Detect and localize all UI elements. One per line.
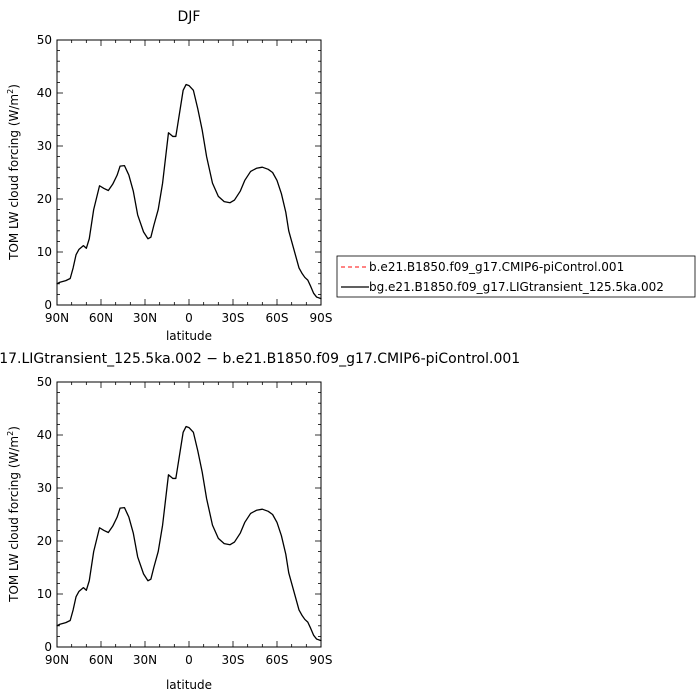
y-tick-label: 30 bbox=[37, 139, 52, 153]
y-axis-label-tail: ) bbox=[7, 426, 21, 431]
series-line bbox=[56, 425, 322, 642]
y-axis-label: TOM LW cloud forcing (W/m2) bbox=[6, 84, 21, 261]
chart-title: DJF bbox=[178, 9, 201, 25]
plot-frame bbox=[56, 381, 322, 648]
y-tick-label: 50 bbox=[37, 375, 52, 389]
y-axis-label-tail: ) bbox=[7, 84, 21, 89]
x-tick-label: 60S bbox=[266, 653, 289, 667]
x-tick-label: 30S bbox=[222, 311, 245, 325]
legend-box bbox=[336, 255, 696, 298]
plot-frame bbox=[56, 39, 322, 306]
x-tick-label: 30S bbox=[222, 653, 245, 667]
x-tick-label: 60N bbox=[89, 311, 113, 325]
plot-area: 0 10 20 30 40 50 90N 60N 30N 0 30S 60S 90S bbox=[37, 375, 333, 667]
x-tick-label: 60N bbox=[89, 653, 113, 667]
legend: b.e21.B1850.f09_g17.CMIP6-piControl.001 … bbox=[336, 255, 696, 298]
x-tick-label: 0 bbox=[185, 653, 193, 667]
y-axis-label-sup: 2 bbox=[6, 89, 15, 94]
y-tick-label: 30 bbox=[37, 481, 52, 495]
x-tick-label: 0 bbox=[185, 311, 193, 325]
y-tick-label: 40 bbox=[37, 428, 52, 442]
x-tick-label: 30N bbox=[133, 311, 157, 325]
x-tick-label: 90S bbox=[310, 653, 333, 667]
x-axis-label: latitude bbox=[166, 678, 212, 692]
series-line bbox=[56, 83, 322, 300]
y-axis-label-sup: 2 bbox=[6, 431, 15, 436]
y-axis-label-main: TOM LW cloud forcing (W/m bbox=[7, 94, 21, 261]
x-tick-label: 30N bbox=[133, 653, 157, 667]
x-axis-label: latitude bbox=[166, 329, 212, 343]
y-tick-label: 50 bbox=[37, 33, 52, 47]
panel-bottom: bg.e21.B1850.f09_g17.LIGtransient_125.5k… bbox=[0, 351, 520, 692]
plot-area: 0 10 20 30 40 50 90N 60N 30N 0 30S 60S 90S bbox=[37, 33, 333, 325]
y-tick-label: 0 bbox=[44, 298, 52, 312]
x-tick-label: 60S bbox=[266, 311, 289, 325]
y-axis-label-main: TOM LW cloud forcing (W/m bbox=[7, 436, 21, 603]
x-tick-label: 90N bbox=[45, 311, 69, 325]
y-tick-label: 10 bbox=[37, 245, 52, 259]
y-tick-label: 20 bbox=[37, 534, 52, 548]
legend-label-piControl: b.e21.B1850.f09_g17.CMIP6-piControl.001 bbox=[369, 260, 624, 274]
x-tick-label: 90N bbox=[45, 653, 69, 667]
y-tick-label: 20 bbox=[37, 192, 52, 206]
y-tick-label: 40 bbox=[37, 86, 52, 100]
panel-top: DJF 0 10 20 30 40 50 90N 60N 30N 0 30S 60S 90S latit… bbox=[6, 9, 332, 343]
y-tick-label: 0 bbox=[44, 640, 52, 654]
chart-title: bg.e21.B1850.f09_g17.LIGtransient_125.5k… bbox=[0, 351, 520, 367]
y-axis-label: TOM LW cloud forcing (W/m2) bbox=[6, 426, 21, 603]
x-tick-label: 90S bbox=[310, 311, 333, 325]
y-tick-label: 10 bbox=[37, 587, 52, 601]
legend-label-LIGtransient: bg.e21.B1850.f09_g17.LIGtransient_125.5k… bbox=[369, 280, 664, 294]
